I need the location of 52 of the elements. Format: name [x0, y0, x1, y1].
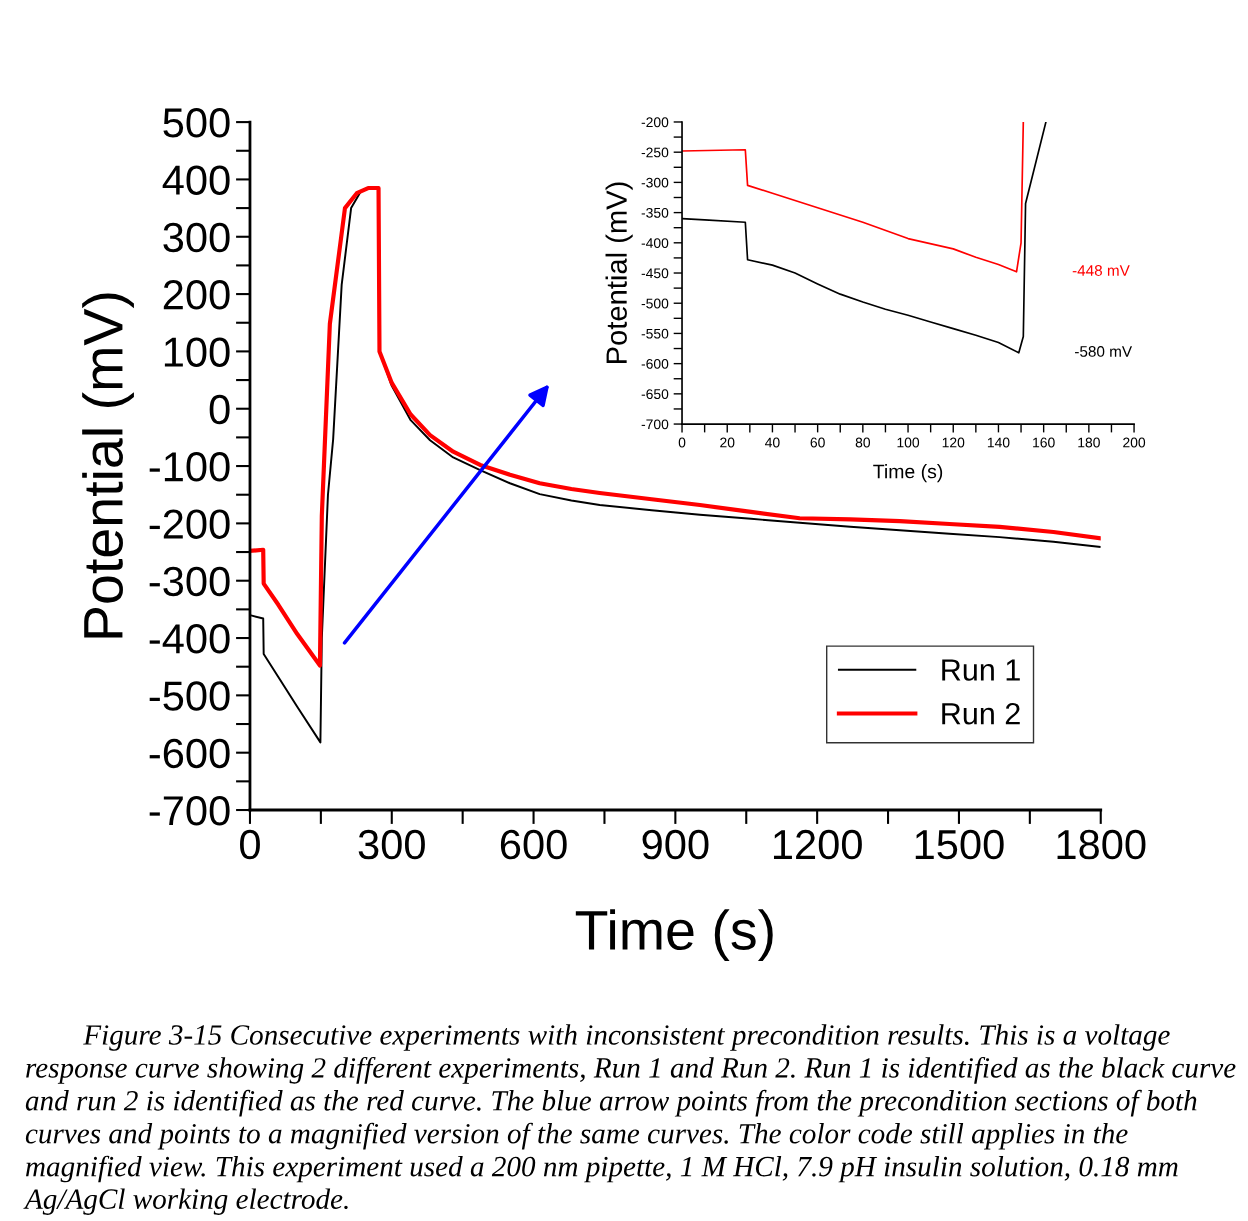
y-tick-label: -400	[641, 238, 669, 248]
y-tick-label: 500	[163, 108, 230, 138]
y-tick-label: -200	[149, 509, 230, 539]
y-tick-label: -600	[641, 358, 669, 369]
y-tick-label: -350	[641, 207, 669, 218]
y-tick-label: -100	[149, 452, 230, 482]
annotation: -580 mV	[1075, 346, 1133, 357]
annotation: -448 mV	[1072, 265, 1130, 276]
y-tick-label: -600	[149, 738, 230, 769]
y-tick-label: -300	[641, 177, 669, 188]
x-axis-title: Time (s)	[873, 464, 943, 483]
y-tick-label: -300	[149, 566, 230, 597]
y-tick-label: -450	[641, 268, 669, 279]
caption: Figure 3-15 Consecutive experiments with inconsistent precondition results. This is a voltage response curve showing 2 different experiments, Run 1 and Run 2. Run 1 is identified as the black curve and run 2 is identified as the red curve. The blue arrow points from the precondition sections of both curves and points to a magnified version of the same curves. The color code still applies in the magnified view. This experiment used a 200 nm pipette, 1 M HCl, 7.9 pH insulin solution, 0.18 mm Ag/AgCl working electrode.	[23, 1024, 1236, 1215]
x-tick-label: 180	[1078, 437, 1100, 448]
y-tick-label: 100	[164, 337, 230, 367]
y-tick-label: 400	[162, 165, 230, 195]
y-tick-label: -250	[641, 147, 669, 158]
x-tick-label: 600	[500, 829, 567, 860]
x-tick-label: 200	[1123, 437, 1146, 448]
y-tick-label: -700	[149, 796, 230, 826]
y-tick-label: -700	[641, 419, 669, 430]
x-tick-label: 60	[810, 437, 825, 448]
x-tick-label: 0	[678, 437, 686, 448]
legend-label: Run 1	[942, 659, 1020, 681]
x-tick-label: 1800	[1057, 829, 1146, 860]
x-tick-label: 100	[897, 437, 920, 448]
x-tick-label: 80	[855, 437, 871, 448]
y-tick-label: 0	[209, 394, 230, 425]
x-tick-label: 40	[765, 437, 780, 448]
x-tick-label: 1200	[773, 829, 862, 860]
x-tick-label: 1500	[915, 829, 1004, 860]
x-tick-label: 900	[642, 829, 709, 860]
line-series	[682, 121, 1025, 273]
y-tick-label: -200	[641, 117, 669, 128]
y-tick-label: -400	[149, 624, 230, 654]
x-tick-label: 300	[358, 829, 425, 860]
x-tick-label: 160	[1033, 437, 1055, 448]
x-tick-label: 0	[240, 829, 260, 860]
y-tick-label: 300	[163, 222, 230, 253]
x-tick-label: 140	[987, 437, 1010, 448]
legend-label: Run 2	[942, 702, 1020, 725]
x-tick-label: 20	[720, 437, 735, 448]
y-tick-label: -650	[641, 389, 669, 400]
x-axis-title: Time (s)	[575, 909, 773, 962]
y-tick-label: -500	[149, 681, 230, 711]
y-tick-label: -500	[641, 298, 669, 309]
y-axis-title: Potential (mV)	[605, 182, 633, 364]
x-tick-label: 120	[942, 437, 965, 448]
y-tick-label: 200	[163, 280, 230, 310]
y-tick-label: -550	[641, 328, 669, 339]
y-axis-title: Potential (mV)	[82, 293, 134, 638]
